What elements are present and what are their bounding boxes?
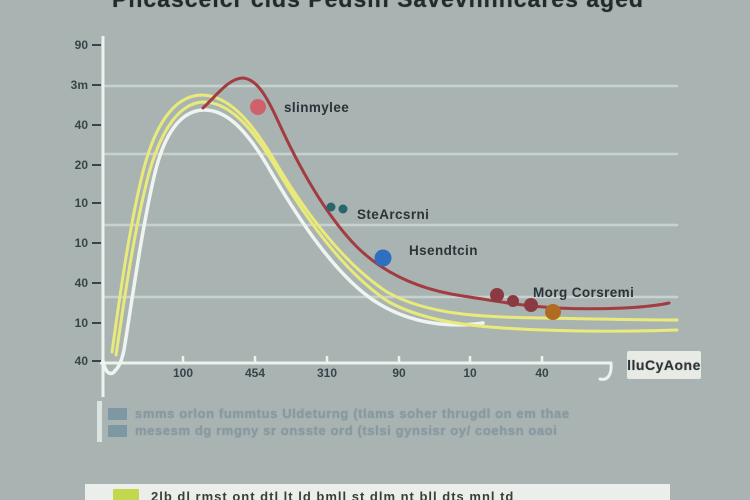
x-axis-tick-label: 10 [463,366,477,380]
y-axis-tick-label: 10 [75,196,89,210]
data-point [545,304,561,320]
chart-legend: smms orlon fummtus Uldeturng (tlams sohe… [97,400,597,446]
legend-item: smms orlon fummtus Uldeturng (tlams sohe… [108,406,570,421]
curve-band-white [101,108,485,376]
legend-item-label: mesesm dg rmgny sr onsste ord (tslsi gyn… [135,423,558,438]
x-axis-tick-label: 100 [173,366,193,380]
page-title: Phcascelcr clds Pedsln Savevhhncares age… [112,0,644,13]
annotation-label: SteArcsrni [357,207,429,222]
footnote-swatch-icon [113,489,139,500]
legend-item: mesesm dg rmgny sr onsste ord (tslsi gyn… [108,423,558,438]
annotation-label: Morg Corsremi [533,285,634,300]
y-axis-tick-label: 3m [71,78,88,92]
data-point [326,202,336,212]
x-axis-unit-box: lluCyAone [627,351,701,379]
x-axis-end-hook [598,361,613,381]
footnote-label: 2lb dl rmst ont dtl lt ld bmll st dlm nt… [151,489,515,500]
curve-band-yellow-lower [114,100,679,357]
x-axis-tick-label: 40 [535,366,549,380]
data-point [338,204,348,214]
legend-accent-bar [97,401,102,442]
y-axis-tick-label: 90 [75,38,89,52]
y-axis-tick-label: 40 [75,118,89,132]
annotation-label: Hsendtcin [409,243,478,258]
data-point [490,288,504,302]
data-point [250,99,266,115]
legend-swatch-icon [108,407,127,420]
curve-main-red-curve [201,76,671,311]
legend-item-label: smms orlon fummtus Uldeturng (tlams sohe… [135,406,570,421]
x-axis-tick-label: 454 [245,366,265,380]
y-axis-tick-label: 10 [75,316,89,330]
data-point [507,295,519,307]
y-axis-tick-label: 40 [75,276,89,290]
y-axis-tick-label: 10 [75,236,89,250]
x-axis-tick-label: 310 [317,366,337,380]
x-axis-tick-label: 90 [392,366,406,380]
data-point [524,298,538,312]
data-point [374,249,392,267]
y-axis-tick-label: 40 [75,354,89,368]
footnote-band: 2lb dl rmst ont dtl lt ld bmll st dlm nt… [85,484,670,500]
legend-swatch-icon [108,424,127,437]
y-axis-tick-label: 20 [75,158,89,172]
curve-band-yellow-upper [110,93,679,354]
annotation-label: slinmylee [284,100,349,115]
